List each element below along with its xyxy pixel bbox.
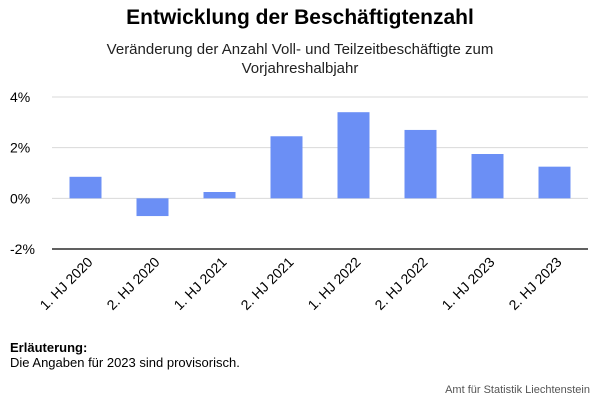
x-tick-label: 2. HJ 2022 (371, 254, 430, 313)
note-heading: Erläuterung: (10, 340, 88, 355)
y-tick-label: 4% (10, 89, 30, 105)
chart-subtitle: Veränderung der Anzahl Voll- und Teilzei… (106, 41, 494, 77)
x-tick-label: 2. HJ 2023 (505, 254, 564, 313)
y-tick-label: 2% (10, 140, 30, 156)
chart-title: Entwicklung der Beschäftigtenzahl (126, 6, 474, 29)
bar (471, 154, 504, 199)
x-tick-label: 2. HJ 2021 (237, 254, 296, 313)
x-tick-label: 1. HJ 2022 (304, 254, 363, 313)
bar (337, 112, 370, 199)
note-text: Die Angaben für 2023 sind provisorisch. (10, 355, 240, 370)
y-tick-label: -2% (10, 241, 35, 257)
bar (404, 129, 437, 199)
x-tick-label: 1. HJ 2021 (170, 254, 229, 313)
bar (203, 192, 236, 199)
y-tick-label: 0% (10, 190, 30, 206)
bar (538, 166, 571, 199)
bar (136, 198, 169, 217)
x-tick-label: 1. HJ 2020 (36, 254, 95, 313)
bar (270, 136, 303, 199)
x-tick-label: 1. HJ 2023 (438, 254, 497, 313)
bar (69, 176, 102, 199)
source-label: Amt für Statistik Liechtenstein (445, 384, 590, 396)
bar-chart: -2%0%2%4%1. HJ 2020 2. HJ 2020 1. HJ 2021 2… (10, 89, 588, 313)
x-tick-label: 2. HJ 2020 (103, 254, 162, 313)
